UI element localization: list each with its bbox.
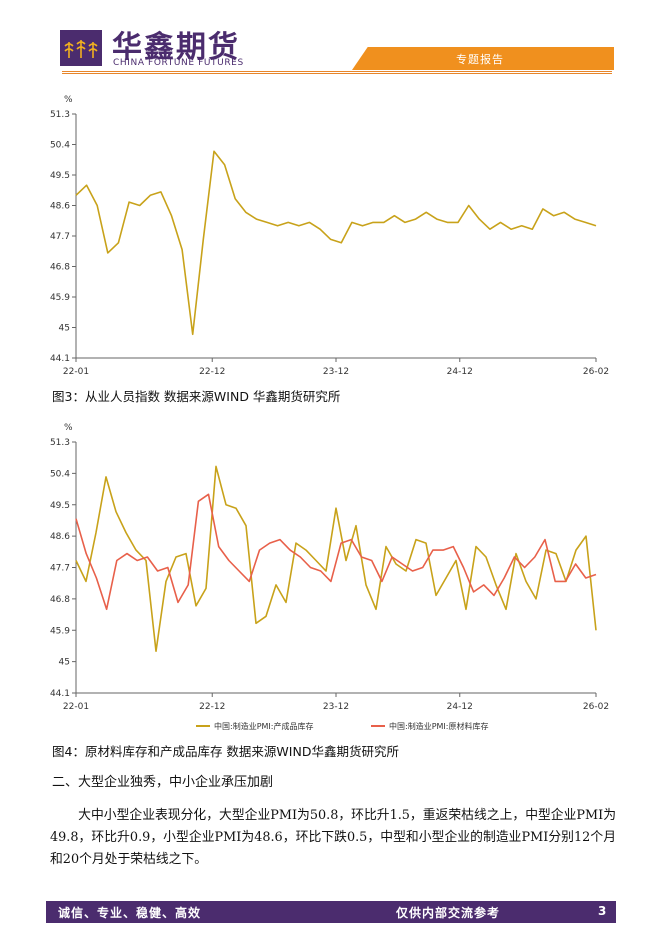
x-tick-label: 24-12 xyxy=(447,367,473,377)
x-tick-label: 26-02 xyxy=(583,702,609,712)
section-tag: 专题报告 xyxy=(456,53,504,66)
brand-name-en: CHINA FORTUNE FUTURES xyxy=(113,58,244,68)
x-tick-label: 24-12 xyxy=(447,702,473,712)
y-axis-unit: % xyxy=(64,95,73,105)
page-header: 华鑫期货 CHINA FORTUNE FUTURES 专题报告 xyxy=(0,0,662,80)
brand-name-cn: 华鑫期货 xyxy=(112,30,240,65)
x-tick-label: 22-01 xyxy=(63,702,89,712)
y-tick-label: 51.3 xyxy=(50,110,70,120)
y-tick-label: 45.9 xyxy=(50,626,70,636)
legend-label: 中国:制造业PMI:原材料库存 xyxy=(389,721,488,731)
x-tick-label: 26-02 xyxy=(583,367,609,377)
y-tick-label: 44.1 xyxy=(50,354,70,364)
footer-notice: 仅供内部交流参考 xyxy=(396,906,501,920)
x-tick-label: 23-12 xyxy=(323,367,349,377)
y-axis-unit: % xyxy=(64,423,73,433)
x-tick-label: 23-12 xyxy=(323,702,349,712)
legend-label: 中国:制造业PMI:产成品库存 xyxy=(214,721,313,731)
y-tick-label: 45 xyxy=(59,658,70,668)
y-tick-label: 51.3 xyxy=(50,438,70,448)
y-tick-label: 47.7 xyxy=(50,564,70,574)
series-line-1 xyxy=(75,465,597,652)
chart-svg: % 51.3 50.4 49.5 48.6 47.7 46.8 45.9 45 44.1 22-01… xyxy=(50,423,609,731)
page-number: 3 xyxy=(598,904,607,918)
y-tick-label: 50.4 xyxy=(50,469,70,479)
figure-caption: 图3：从业人员指数 数据来源WIND 华鑫期货研究所 xyxy=(52,389,341,404)
body-paragraph: 大中小型企业表现分化，大型企业PMI为50.8，环比升1.5，重返荣枯线之上，中… xyxy=(50,808,616,867)
wheat-logo-icon xyxy=(60,30,102,66)
y-tick-label: 45 xyxy=(59,324,70,334)
y-tick-label: 45.9 xyxy=(50,293,70,303)
x-tick-label: 22-01 xyxy=(63,367,89,377)
series-line-2 xyxy=(75,493,597,611)
figure-caption: 图4：原材料库存和产成品库存 数据来源WIND华鑫期货研究所 xyxy=(52,744,399,759)
y-tick-label: 47.7 xyxy=(50,232,70,242)
y-tick-label: 48.6 xyxy=(50,202,70,212)
y-tick-label: 49.5 xyxy=(50,501,70,511)
footer-motto: 诚信、专业、稳健、高效 xyxy=(58,906,202,920)
inventory-chart: % 51.3 50.4 49.5 48.6 47.7 46.8 45.9 45 44.1 22-01… xyxy=(46,420,616,740)
header-divider xyxy=(62,73,612,74)
y-tick-label: 46.8 xyxy=(50,263,70,273)
series-line-1 xyxy=(75,150,597,336)
y-tick-label: 49.5 xyxy=(50,171,70,181)
y-tick-label: 44.1 xyxy=(50,689,70,699)
chart-svg: % 51.3 50.4 49.5 48.6 47.7 46.8 45.9 45 44.1 22-01… xyxy=(50,95,609,377)
y-tick-label: 50.4 xyxy=(50,141,70,151)
y-tick-label: 46.8 xyxy=(50,595,70,605)
employment-index-chart: % 51.3 50.4 49.5 48.6 47.7 46.8 45.9 45 44.1 22-01… xyxy=(46,88,616,383)
section-title: 二、大型企业独秀，中小企业承压加剧 xyxy=(52,775,274,790)
section-tag-banner xyxy=(352,47,614,70)
x-tick-label: 22-12 xyxy=(199,367,225,377)
page-footer xyxy=(46,901,616,923)
y-tick-label: 48.6 xyxy=(50,532,70,542)
header-divider xyxy=(62,71,612,72)
x-tick-label: 22-12 xyxy=(199,702,225,712)
